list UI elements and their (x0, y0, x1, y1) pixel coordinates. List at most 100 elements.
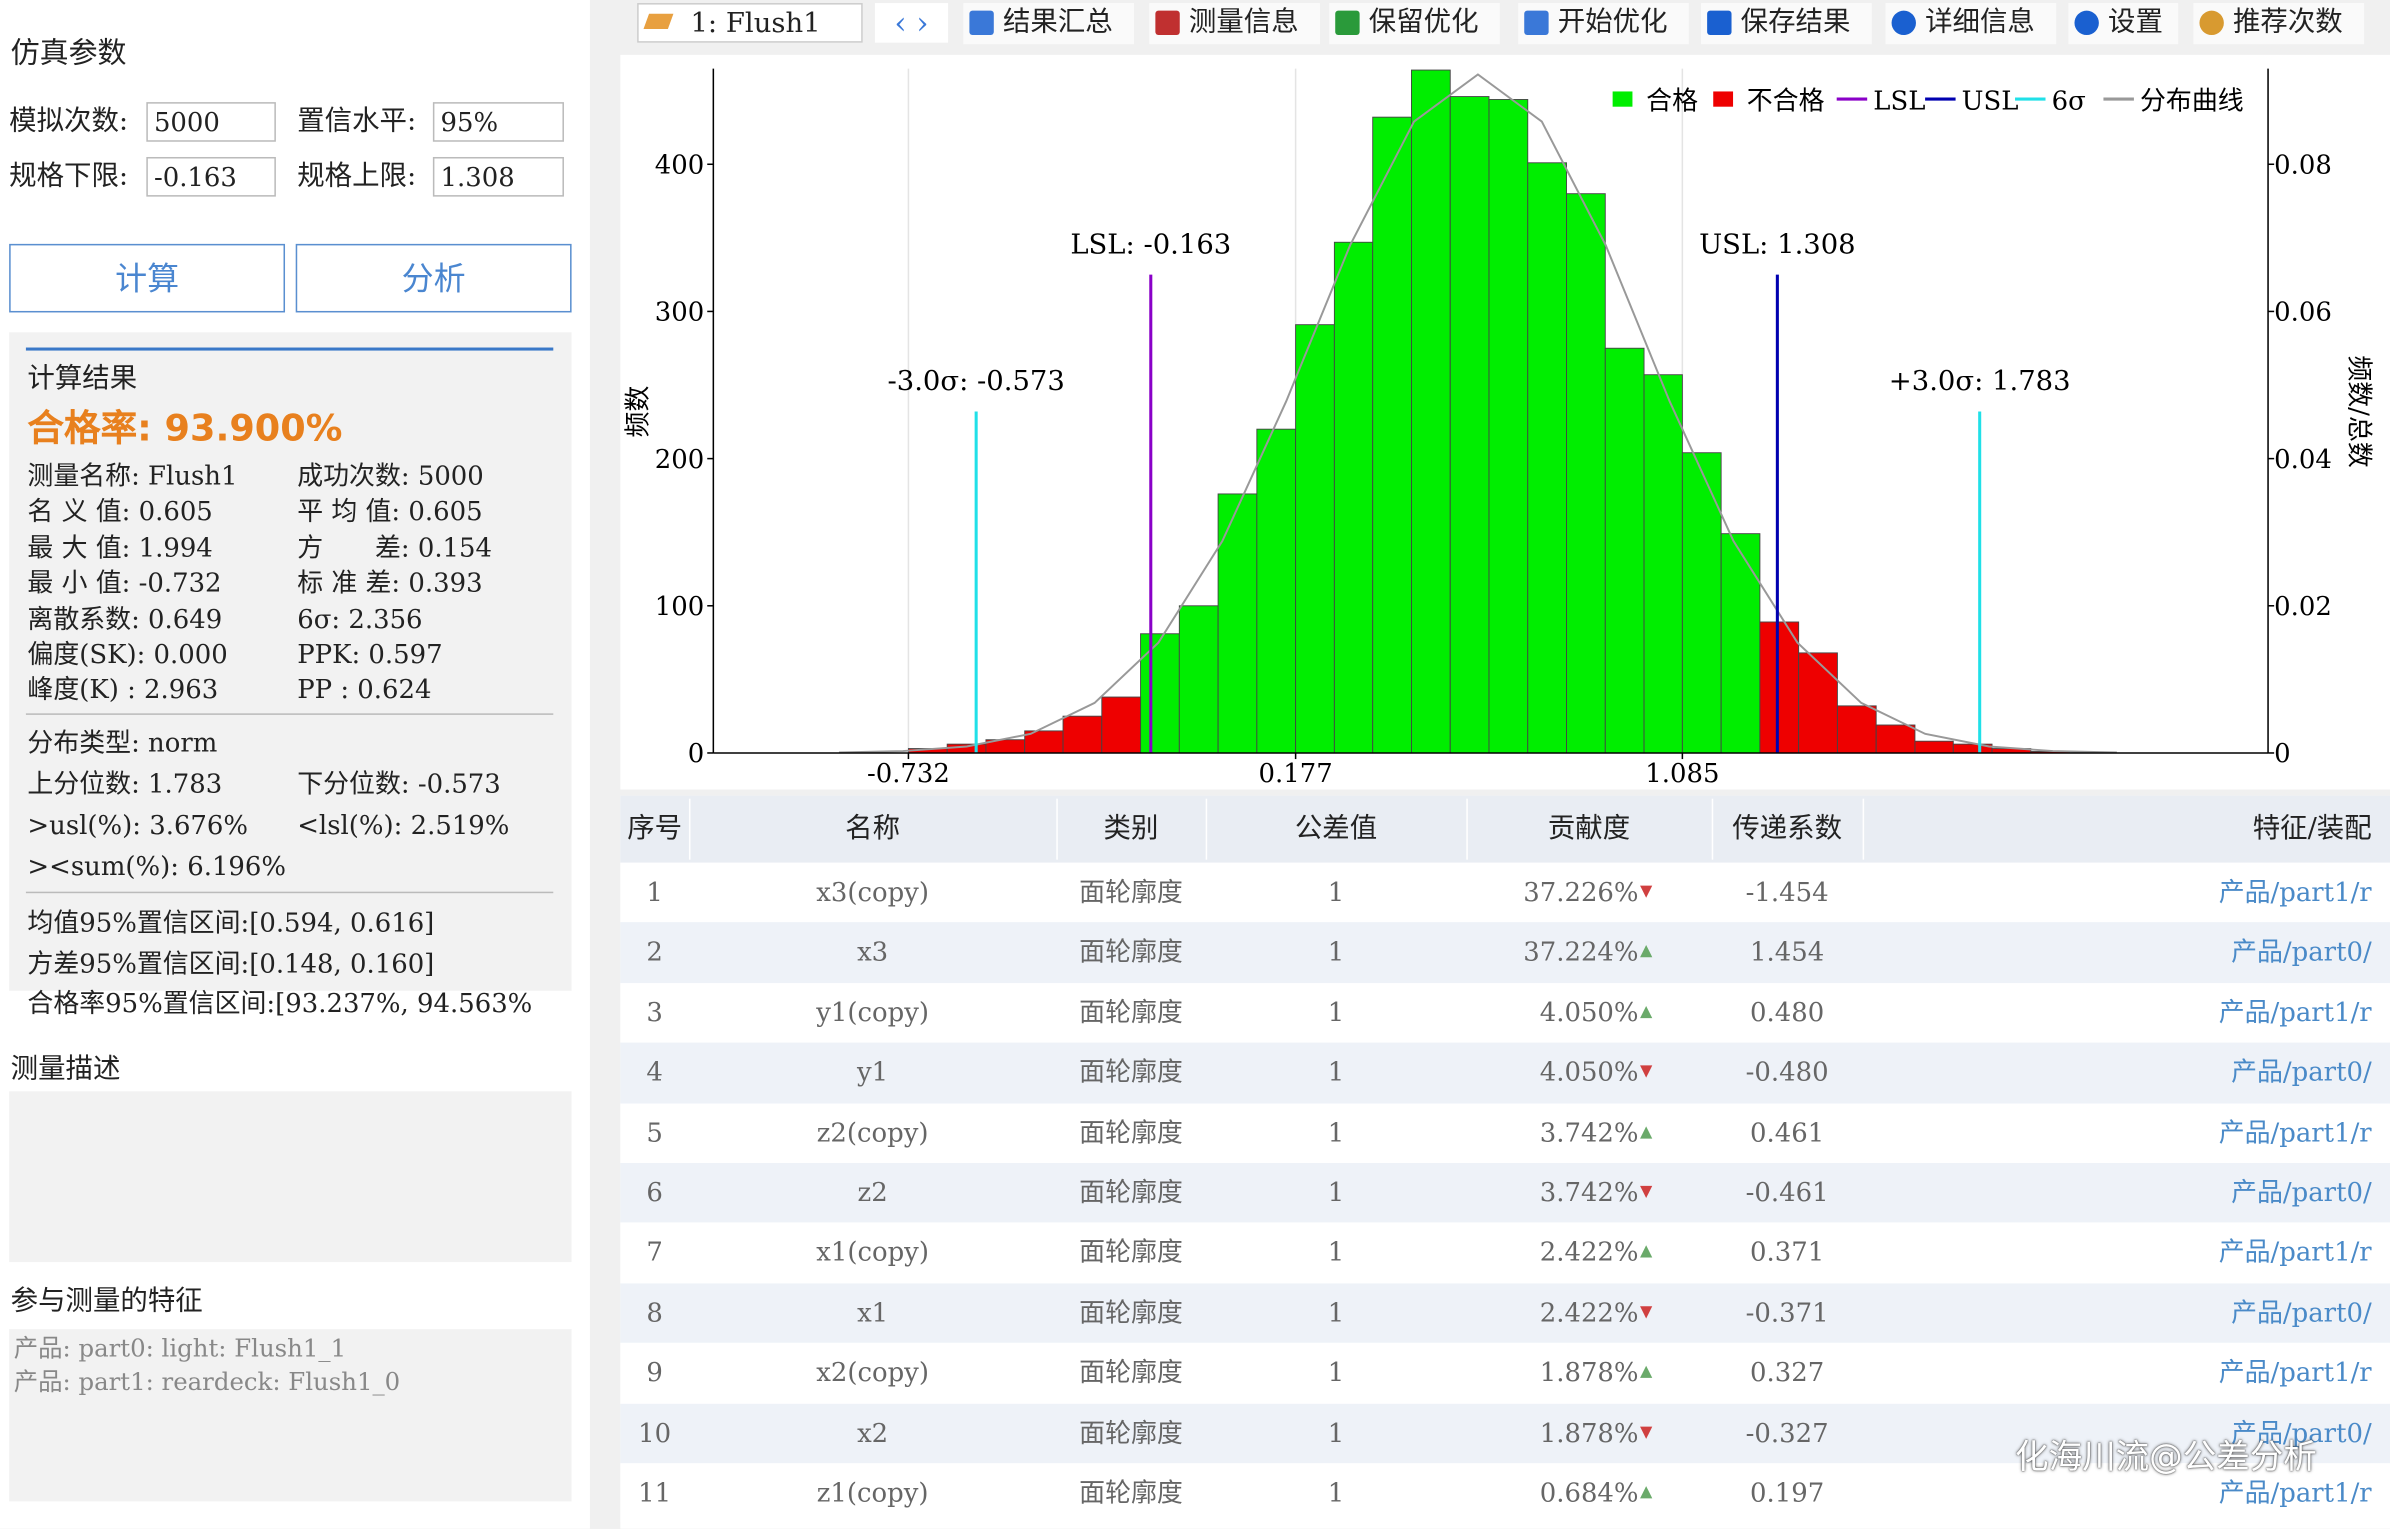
table-cell: 4 (646, 1058, 663, 1089)
field-input[interactable]: 5000 (146, 102, 276, 142)
field-label: 置信水平: (297, 105, 417, 138)
nav-prev[interactable]: ‹ › (874, 3, 949, 43)
field-input[interactable]: -0.163 (146, 156, 276, 197)
action-button[interactable]: 计算 (9, 243, 286, 313)
toolbar-button[interactable]: 开始优化 (1557, 6, 1668, 39)
legend-label: 合格 (1646, 87, 1698, 117)
table-cell: 2 (646, 937, 663, 969)
table-cell: 面轮廓度 (1079, 1058, 1183, 1089)
histogram-bar (1140, 633, 1180, 754)
table-header: 特征/装配 (2252, 812, 2372, 845)
table-cell: 2.422% (1539, 1298, 1639, 1329)
table-cell: x1(copy) (816, 1238, 929, 1269)
ci-text: 方差95%置信区间:[0.148, 0.160] (27, 948, 435, 980)
description-box[interactable] (9, 1091, 572, 1263)
table-cell: -0.480 (1745, 1058, 1829, 1089)
table-cell: 产品/part1/r (2218, 1238, 2372, 1269)
table-cell: 4.050% (1539, 998, 1639, 1029)
table-row (620, 1463, 2390, 1524)
table-cell: 4.050% (1539, 1058, 1639, 1089)
table-cell: 1 (1327, 1418, 1345, 1449)
stat-text: 下分位数: -0.573 (297, 769, 501, 801)
table-row (620, 1102, 2390, 1163)
field-input[interactable]: 95% (432, 102, 564, 142)
toolbar-button[interactable]: 测量信息 (1188, 6, 1299, 39)
toolbar-button[interactable]: 推荐次数 (2232, 6, 2343, 39)
table-cell: 1 (1327, 1478, 1345, 1509)
table-cell: 1 (1327, 937, 1345, 969)
column-divider (1862, 798, 1865, 860)
distribution-curve (838, 73, 2117, 754)
y2-tick-label: 0 (2274, 739, 2290, 769)
table-cell: 2.422% (1539, 1238, 1639, 1269)
histogram-bar (1101, 696, 1142, 754)
table-cell: 0.684% (1539, 1478, 1639, 1509)
stat-text: <lsl(%): 2.519% (297, 810, 510, 842)
table-cell: 面轮廓度 (1079, 1178, 1183, 1209)
y-tick-label: 0 (688, 739, 704, 769)
histogram-bar (1333, 241, 1374, 754)
table-cell: x3 (857, 937, 889, 969)
stat-text: 测量名称: Flush1 (27, 461, 238, 493)
table-cell: 1 (646, 877, 663, 909)
legend-label: 6σ (2052, 87, 2086, 117)
table-cell: 面轮廓度 (1079, 1238, 1183, 1269)
y-tick-label: 200 (655, 445, 704, 475)
table-cell: 产品/part1/r (2218, 1358, 2372, 1389)
toolbar-button[interactable]: 保存结果 (1740, 6, 1851, 39)
y2-axis-label: 频数/总数 (2343, 355, 2373, 467)
toolbar-button[interactable]: 设置 (2108, 6, 2163, 39)
toolbar-button[interactable]: 保留优化 (1368, 6, 1479, 39)
table-row (620, 1162, 2390, 1224)
stat-text: 成功次数: 5000 (297, 461, 484, 493)
table-cell: 面轮廓度 (1079, 1358, 1183, 1389)
table-cell: -0.461 (1745, 1178, 1829, 1209)
histogram-bar (1062, 715, 1103, 754)
stat-text: ><sum(%): 6.196% (27, 852, 287, 883)
table-cell: 产品/part0/ (2231, 1298, 2372, 1329)
table-cell: 1 (1327, 1298, 1345, 1329)
table-cell: 面轮廓度 (1079, 998, 1183, 1029)
trend-arrow (1640, 1365, 1653, 1379)
y-tick-label: 300 (655, 298, 704, 328)
legend-swatch (1713, 91, 1734, 107)
histogram-bar (1798, 652, 1838, 754)
histogram-bar (1256, 428, 1297, 754)
table-cell: 1 (1327, 1118, 1345, 1149)
toolbar-icon (1155, 10, 1180, 36)
table-header: 序号 (627, 812, 683, 845)
toolbar-button[interactable]: 详细信息 (1925, 6, 2035, 39)
table-header: 名称 (845, 812, 901, 845)
table-cell: 10 (638, 1418, 672, 1449)
table-cell: z1(copy) (816, 1478, 929, 1509)
y-tick-label: 400 (655, 150, 704, 180)
table-cell: 3.742% (1539, 1178, 1639, 1209)
field-input[interactable]: 1.308 (432, 156, 564, 197)
toolbar-icon (1891, 10, 1916, 36)
legend-label: 不合格 (1747, 87, 1825, 117)
histogram-bar (1681, 452, 1722, 754)
table-cell: 0.197 (1750, 1478, 1825, 1509)
histogram-bar (946, 743, 987, 754)
stat-text: 最 大 值: 1.994 (27, 533, 213, 564)
histogram-bar (1372, 116, 1412, 754)
table-cell: 产品/part0/ (2231, 1178, 2372, 1209)
field-label: 模拟次数: (9, 105, 129, 138)
table-cell: 9 (646, 1358, 663, 1389)
table-cell: 37.226% (1523, 877, 1639, 909)
table-cell: 面轮廓度 (1079, 937, 1183, 969)
histogram-bar (1295, 324, 1335, 754)
selector[interactable]: 1: Flush1 (637, 3, 863, 43)
toolbar-icon (2199, 10, 2224, 36)
toolbar-button[interactable]: 结果汇总 (1002, 6, 1113, 39)
y-axis-label: 频数 (623, 386, 653, 438)
stat-text: 平 均 值: 0.605 (297, 497, 483, 528)
table-header: 类别 (1103, 812, 1159, 845)
table-cell: -0.327 (1745, 1418, 1829, 1449)
histogram-bar (1604, 347, 1645, 754)
column-divider (1056, 798, 1058, 860)
table-cell: 1 (1327, 1238, 1345, 1269)
column-divider (1205, 798, 1208, 860)
action-button[interactable]: 分析 (295, 243, 572, 313)
